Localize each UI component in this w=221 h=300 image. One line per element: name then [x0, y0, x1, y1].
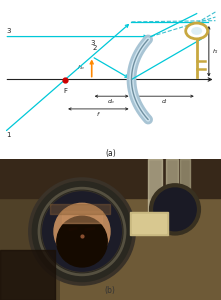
Circle shape: [57, 216, 107, 267]
Text: $d_o$: $d_o$: [107, 97, 116, 106]
Polygon shape: [0, 250, 55, 300]
Circle shape: [153, 187, 197, 232]
Text: 2: 2: [93, 45, 97, 51]
Circle shape: [54, 203, 110, 260]
Text: 3: 3: [7, 28, 11, 34]
Text: $h_o$: $h_o$: [77, 64, 86, 72]
Text: F: F: [63, 88, 67, 94]
Polygon shape: [132, 214, 166, 232]
Circle shape: [40, 189, 124, 274]
Text: $f$: $f$: [96, 110, 101, 118]
Circle shape: [191, 27, 202, 35]
Text: (b): (b): [105, 286, 115, 295]
Text: 3: 3: [91, 40, 95, 46]
Text: $d_i$: $d_i$: [160, 97, 168, 106]
Text: $h_i$: $h_i$: [212, 47, 219, 56]
Text: 1: 1: [7, 132, 11, 138]
Text: (a): (a): [105, 149, 116, 158]
Polygon shape: [130, 212, 168, 235]
